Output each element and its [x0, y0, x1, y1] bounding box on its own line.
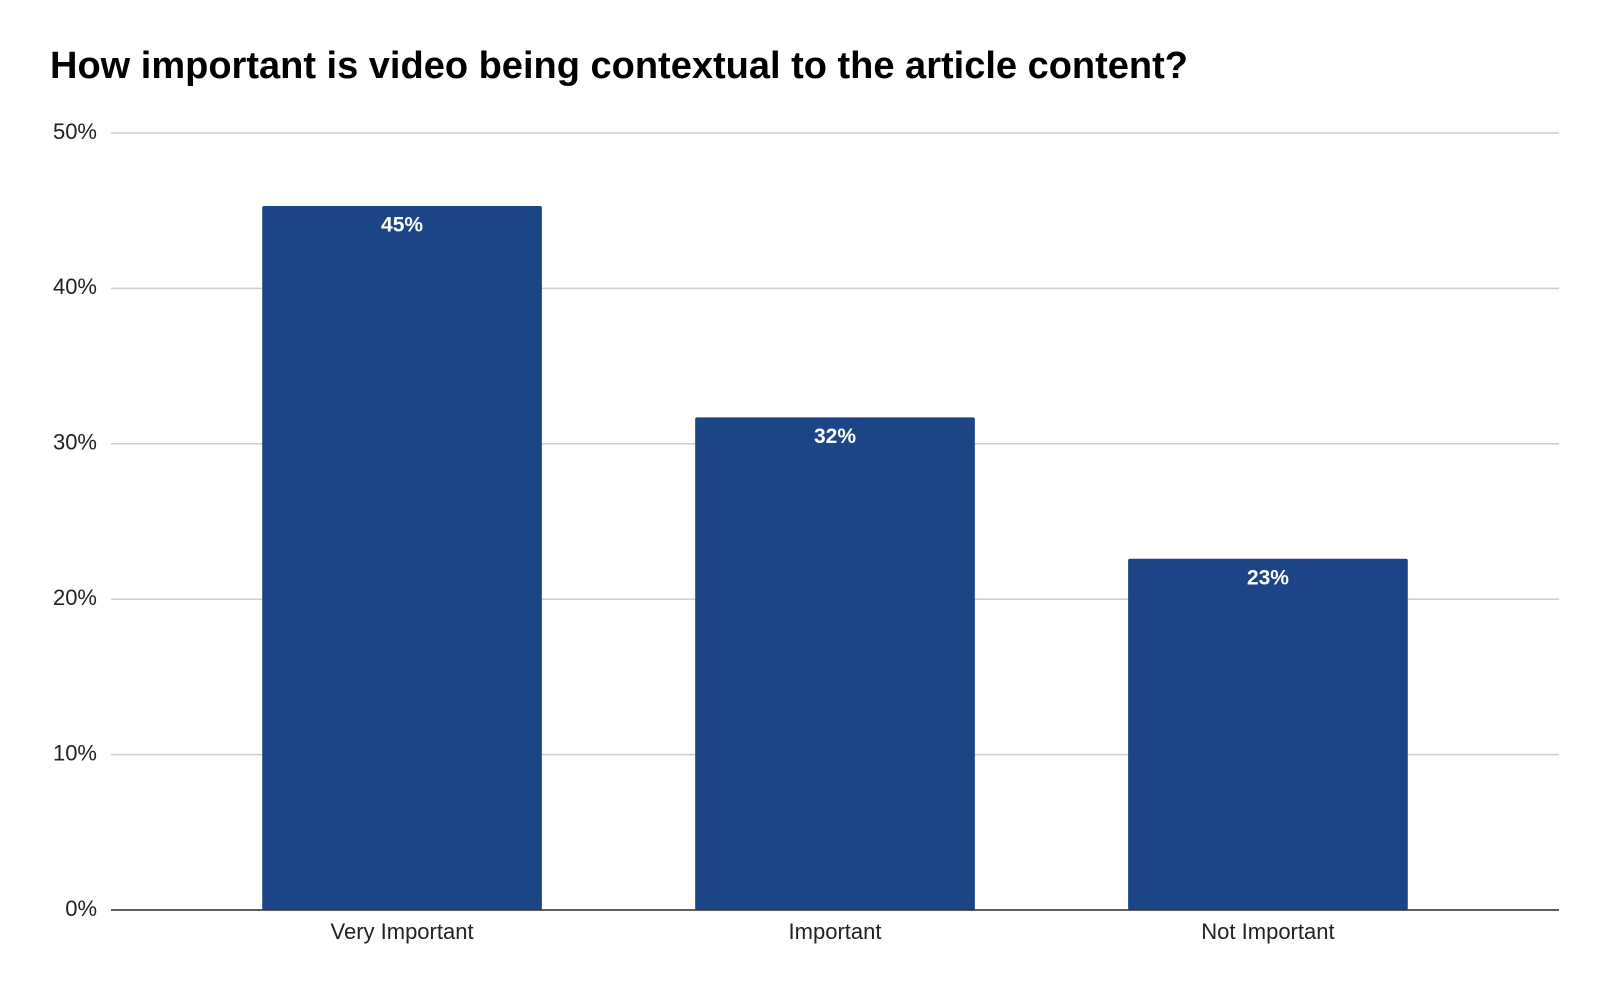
bar — [262, 206, 542, 911]
x-tick-label: Not Important — [1201, 919, 1334, 944]
y-tick-label: 10% — [53, 740, 97, 765]
x-tick-label: Very Important — [331, 919, 474, 944]
chart-title: How important is video being contextual … — [50, 45, 1188, 87]
y-tick-label: 20% — [53, 585, 97, 610]
bar — [695, 417, 975, 910]
x-tick-label: Important — [789, 919, 882, 944]
value-label: 45% — [381, 214, 423, 237]
y-tick-label: 0% — [65, 896, 97, 921]
value-label: 23% — [1247, 566, 1289, 589]
y-tick-label: 30% — [53, 430, 97, 455]
y-tick-label: 40% — [53, 274, 97, 299]
value-label: 32% — [814, 425, 856, 448]
y-tick-label: 50% — [53, 119, 97, 144]
bar — [1128, 558, 1408, 910]
